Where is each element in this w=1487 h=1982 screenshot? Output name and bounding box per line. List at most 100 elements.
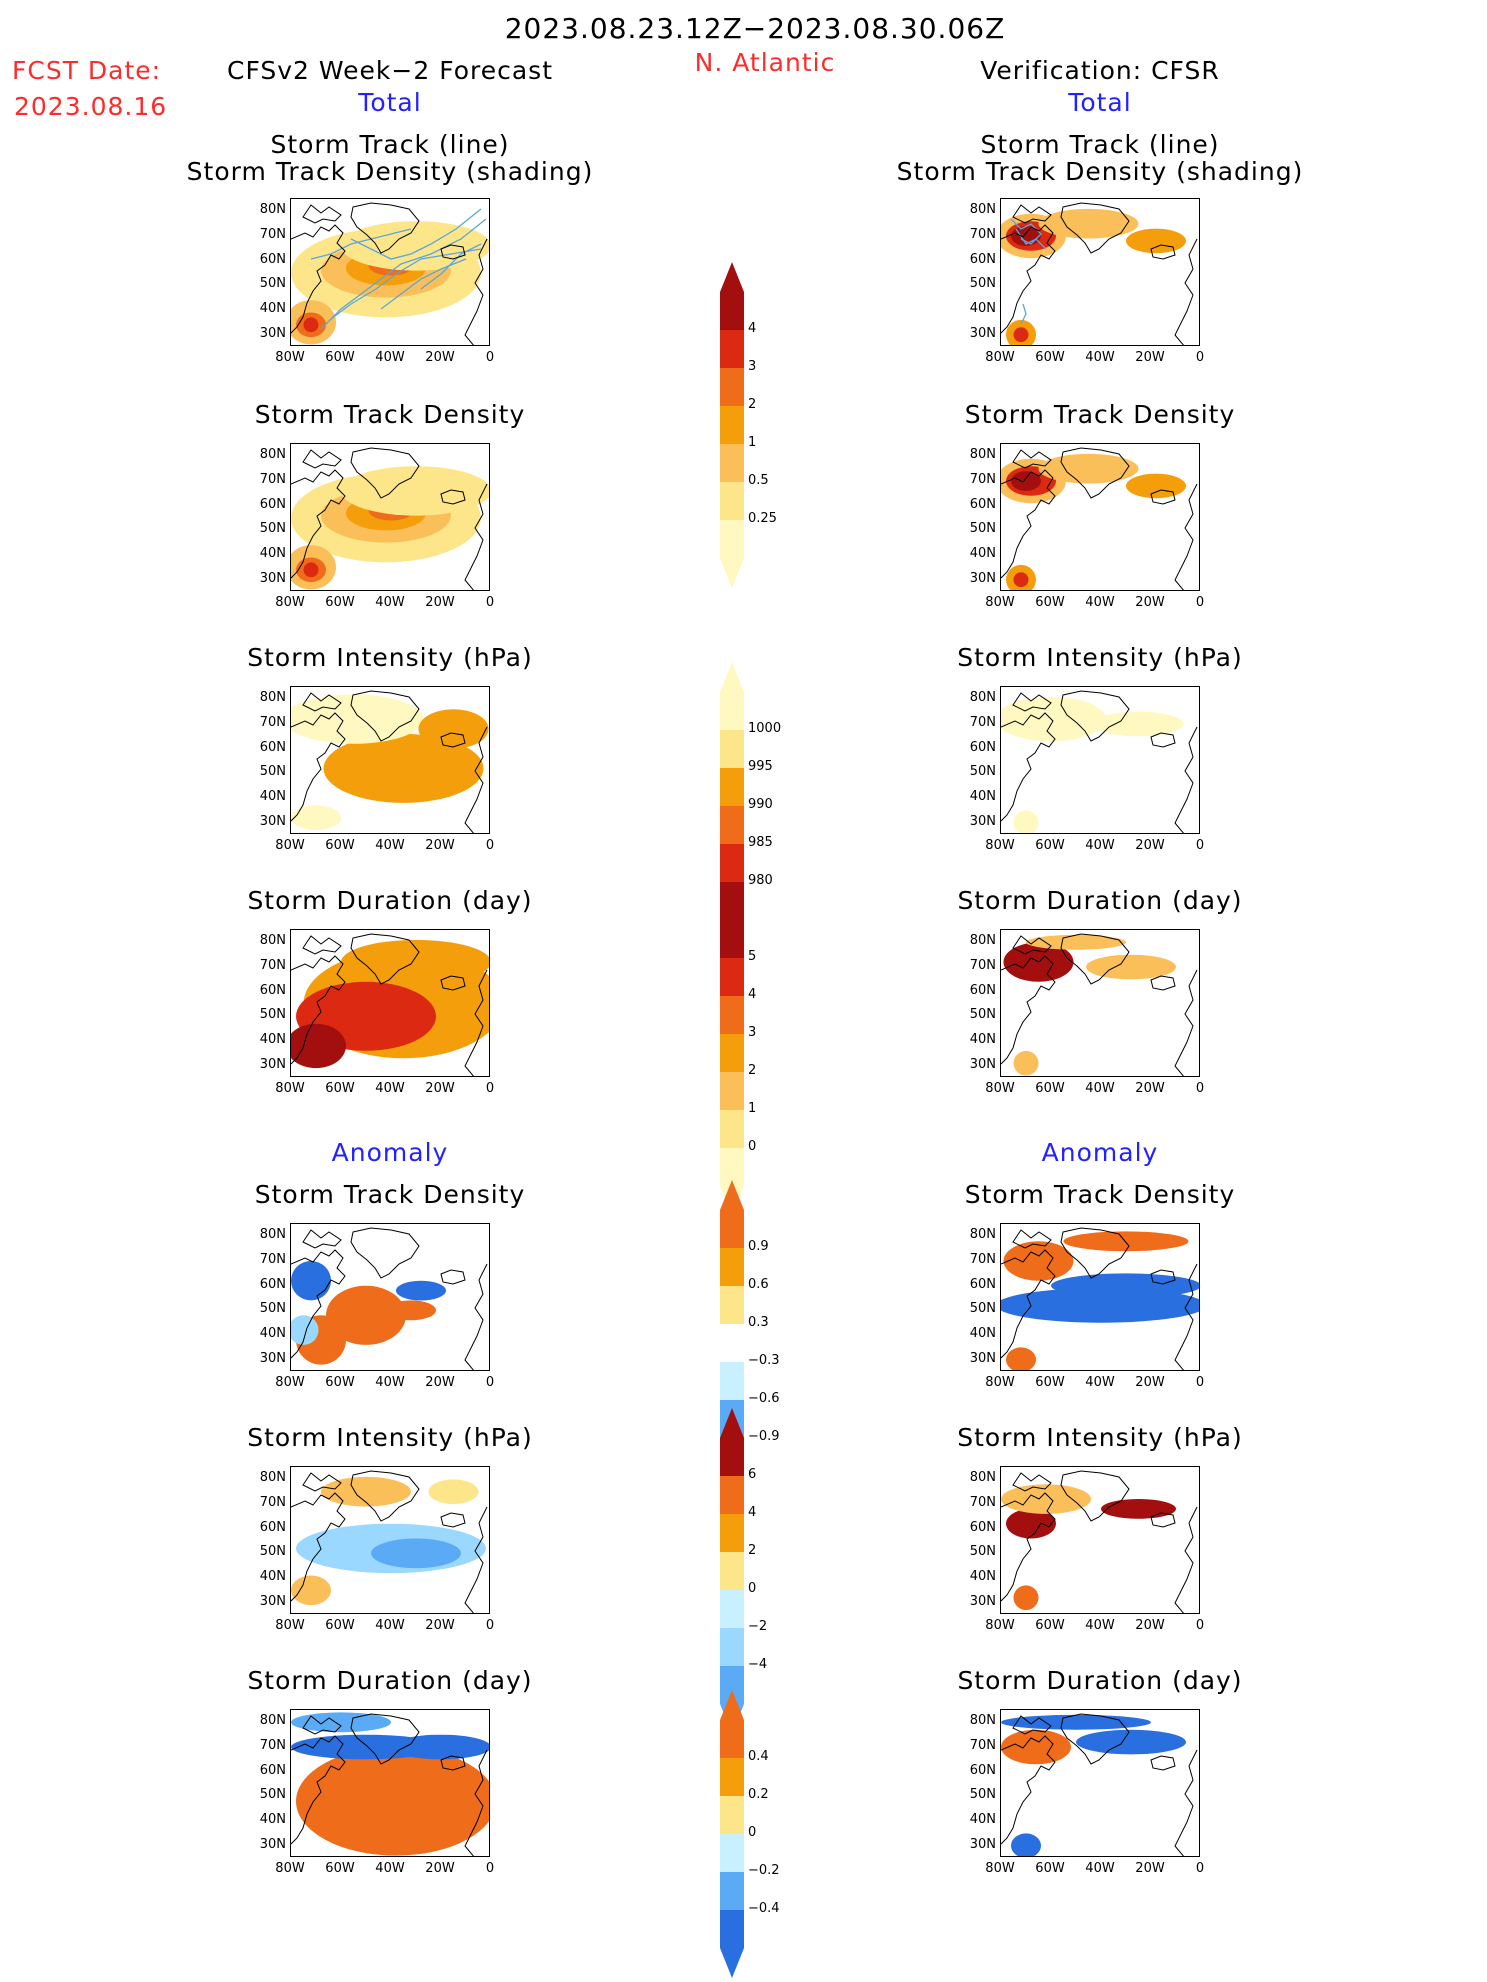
- storm-track-line: [350, 208, 482, 260]
- title-duration-right: Storm Duration (day): [957, 886, 1243, 915]
- intensity-anom-colorbar-label: 4: [748, 1505, 757, 1520]
- forecast-map-panel-5: [290, 1466, 490, 1614]
- density-anom-colorbar-label: −0.9: [748, 1429, 780, 1444]
- lat-tick-label: 80N: [259, 1713, 286, 1729]
- coastline: [440, 1269, 466, 1285]
- shading-cell: [341, 939, 489, 985]
- lon-tick-label: 60W: [1035, 1081, 1065, 1096]
- shading-cell: [1013, 1585, 1039, 1610]
- shading-cell: [1093, 711, 1184, 737]
- lon-tick-label: 40W: [375, 350, 405, 365]
- title-intensity-right: Storm Intensity (hPa): [957, 643, 1243, 672]
- lon-tick-label: 60W: [325, 350, 355, 365]
- lat-tick-label: 60N: [969, 1276, 996, 1292]
- lon-tick-label: 60W: [1035, 1861, 1065, 1876]
- lon-tick-label: 60W: [1035, 1618, 1065, 1633]
- lon-tick-label: 20W: [1135, 1861, 1165, 1876]
- lon-tick-label: 60W: [1035, 838, 1065, 853]
- lat-tick-label: 80N: [259, 933, 286, 949]
- intensity-total-colorbar-label: 990: [748, 797, 773, 812]
- lon-tick-label: 0: [1195, 595, 1205, 610]
- shading-cell: [428, 1479, 479, 1504]
- shading-cell: [1011, 1833, 1041, 1856]
- coastline: [291, 955, 346, 1065]
- coastline: [350, 1470, 420, 1522]
- coastline: [1001, 224, 1056, 334]
- lat-tick-label: 40N: [259, 1569, 286, 1584]
- shading-cell: [291, 1315, 319, 1345]
- shading-cell: [1101, 1499, 1176, 1519]
- coastline: [302, 692, 342, 712]
- shading-cell: [341, 466, 489, 516]
- lon-tick-label: 40W: [375, 1081, 405, 1096]
- shading-cell: [386, 1300, 436, 1321]
- lon-tick-label: 60W: [1035, 1375, 1065, 1390]
- coastline: [1060, 202, 1130, 254]
- forecast-map-panel-0: [290, 198, 490, 346]
- coastline: [302, 935, 342, 955]
- coastline: [1012, 1229, 1052, 1249]
- lat-tick-label: 60N: [259, 982, 286, 998]
- title-density-left: Storm Track Density: [254, 400, 526, 429]
- lon-tick-label: 0: [1195, 350, 1205, 365]
- lat-tick-label: 30N: [259, 1350, 286, 1366]
- lat-tick-label: 40N: [969, 1569, 996, 1584]
- lat-tick-label: 50N: [259, 276, 286, 292]
- coastline: [1150, 489, 1176, 505]
- coastline: [1012, 692, 1052, 712]
- lat-tick-label: 50N: [969, 1301, 996, 1317]
- intensity-total-colorbar-label: 995: [748, 759, 773, 774]
- lon-tick-label: 80W: [275, 838, 305, 853]
- lon-tick-label: 80W: [985, 838, 1015, 853]
- coastline: [1001, 955, 1056, 1065]
- coastline: [302, 1715, 342, 1735]
- shading-cell: [1006, 1347, 1036, 1370]
- duration-total-colorbar-label: 4: [748, 987, 757, 1002]
- intensity-anom-colorbar-label: 2: [748, 1543, 757, 1558]
- coastline: [302, 204, 342, 224]
- density-total-colorbar-label: 1: [748, 435, 757, 450]
- lon-tick-label: 40W: [375, 838, 405, 853]
- shading-cell: [1011, 471, 1041, 491]
- lat-tick-label: 30N: [259, 570, 286, 586]
- lat-tick-label: 40N: [259, 1326, 286, 1341]
- coastline: [1001, 712, 1056, 822]
- density-total-colorbar-label: 3: [748, 359, 757, 374]
- lon-tick-label: 40W: [1085, 595, 1115, 610]
- lat-tick-label: 40N: [969, 789, 996, 804]
- lat-tick-label: 80N: [969, 933, 996, 949]
- lat-tick-label: 80N: [969, 1227, 996, 1243]
- lat-tick-label: 30N: [969, 1836, 996, 1852]
- coastline: [464, 726, 488, 833]
- density-total-colorbar-label: 4: [748, 321, 757, 336]
- coastline: [350, 690, 420, 742]
- lon-tick-label: 40W: [375, 595, 405, 610]
- coastline: [350, 1713, 420, 1765]
- coastline: [291, 1735, 346, 1845]
- coastline: [1060, 1713, 1130, 1765]
- coastline: [464, 1749, 488, 1856]
- title-track-line-left: Storm Track (line): [270, 130, 510, 159]
- coastline: [440, 732, 466, 748]
- coastline: [1174, 969, 1198, 1076]
- storm-track-line: [330, 248, 482, 320]
- shading-cell: [1051, 1273, 1199, 1298]
- lat-tick-label: 40N: [969, 1812, 996, 1827]
- coastline: [1150, 1269, 1176, 1285]
- shading-cell: [1038, 208, 1139, 239]
- lat-tick-label: 40N: [969, 1326, 996, 1341]
- coastline: [440, 489, 466, 505]
- lon-tick-label: 40W: [1085, 1375, 1115, 1390]
- lat-tick-label: 50N: [969, 1007, 996, 1023]
- lat-tick-label: 60N: [259, 496, 286, 512]
- coastline: [1174, 238, 1198, 345]
- duration-total-colorbar-label: 1: [748, 1101, 757, 1116]
- lat-tick-label: 60N: [969, 1519, 996, 1535]
- lat-tick-label: 60N: [259, 739, 286, 755]
- lon-tick-label: 20W: [425, 1861, 455, 1876]
- lat-tick-label: 40N: [259, 546, 286, 561]
- forecast-title: CFSv2 Week−2 Forecast: [227, 56, 553, 85]
- coastline: [1150, 244, 1176, 260]
- forecast-map-panel-1: [290, 443, 490, 591]
- lat-tick-label: 70N: [969, 1738, 996, 1753]
